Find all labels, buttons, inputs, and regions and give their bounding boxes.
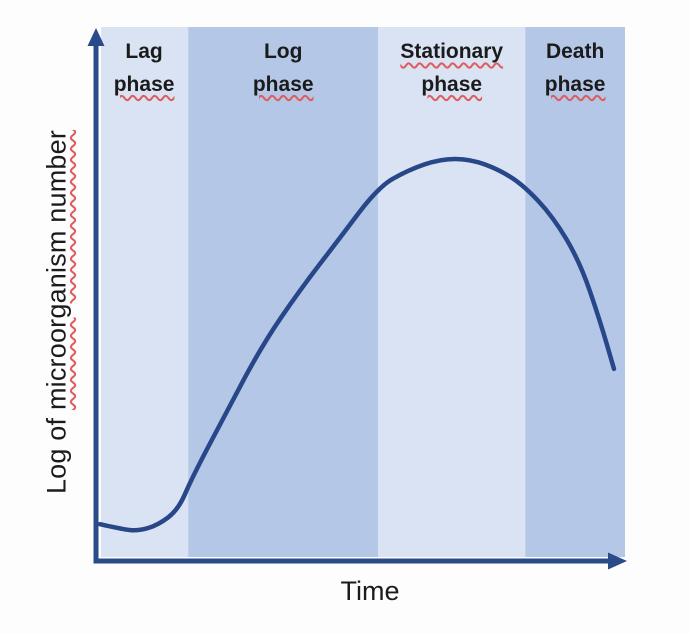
phase-word-text: phase [421, 72, 483, 96]
phase-label-death: Death phase [525, 36, 625, 101]
phase-band-death [525, 27, 625, 557]
x-axis-label: Time [340, 576, 400, 606]
phase-word-text: phase [544, 72, 606, 96]
phase-label-lag: Lag phase [100, 36, 188, 101]
phase-name-text: Death [545, 40, 605, 63]
y-axis-label-plain: Log of [41, 410, 72, 495]
phase-name-text: Stationary [400, 40, 504, 63]
phase-word-text: phase [113, 72, 175, 96]
phase-band-stationary [378, 27, 526, 557]
y-axis-label: Log of microorganism number [42, 130, 73, 494]
phase-name-text: Lag [125, 40, 163, 63]
x-axis-arrow-icon [608, 552, 627, 570]
phase-word-text: phase [252, 72, 314, 96]
phase-label-log: Log phase [188, 36, 378, 101]
phase-name-text: Log [263, 40, 303, 63]
growth-curve-line [97, 156, 617, 533]
phase-label-stationary: Stationary phase [378, 36, 525, 101]
y-axis-arrow-icon [87, 28, 105, 46]
y-axis-label-misspelled: microorganism number [41, 129, 72, 411]
phase-band-lag [101, 27, 189, 557]
phase-band-log [188, 27, 379, 557]
